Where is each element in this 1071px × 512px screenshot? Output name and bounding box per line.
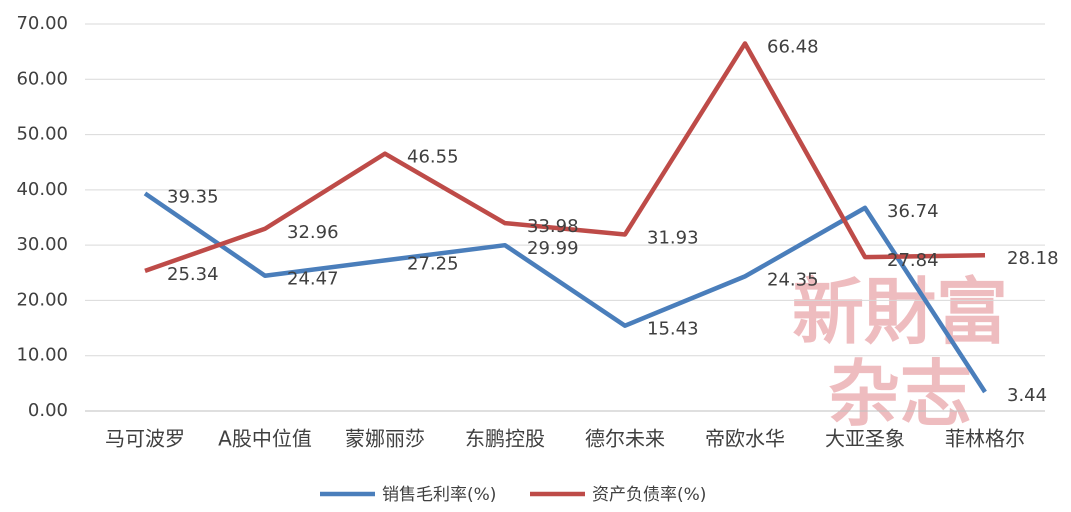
data-label: 33.98 xyxy=(527,216,579,237)
data-label: 25.34 xyxy=(167,264,219,285)
legend-label: 资产负债率(%) xyxy=(592,485,706,505)
data-label: 46.55 xyxy=(407,147,459,168)
watermark: 新財富 xyxy=(792,269,1008,354)
y-tick-label: 20.00 xyxy=(16,289,68,310)
data-label: 27.84 xyxy=(887,250,939,271)
legend-label: 销售毛利率(%) xyxy=(382,485,496,505)
data-label: 32.96 xyxy=(287,222,339,243)
y-tick-label: 60.00 xyxy=(16,68,68,89)
x-tick-label: 蒙娜丽莎 xyxy=(345,427,425,451)
y-tick-label: 70.00 xyxy=(16,13,68,34)
x-tick-label: 帝欧水华 xyxy=(705,427,785,451)
y-tick-label: 40.00 xyxy=(16,179,68,200)
line xyxy=(144,41,986,274)
data-label: 28.18 xyxy=(1007,248,1059,269)
watermark: 杂志 xyxy=(828,351,972,436)
x-tick-label: A股中位值 xyxy=(218,427,312,451)
data-label: 3.44 xyxy=(1007,385,1047,406)
data-label: 31.93 xyxy=(647,227,699,248)
data-label: 39.35 xyxy=(167,186,219,207)
x-tick-label: 马可波罗 xyxy=(105,427,185,451)
y-tick-label: 30.00 xyxy=(16,234,68,255)
data-label: 15.43 xyxy=(647,319,699,340)
data-label: 36.74 xyxy=(887,201,939,222)
x-tick-label: 东鹏控股 xyxy=(465,427,545,451)
data-label: 29.99 xyxy=(527,238,579,259)
y-tick-label: 10.00 xyxy=(16,345,68,366)
y-tick-label: 50.00 xyxy=(16,124,68,145)
data-label: 27.25 xyxy=(407,253,459,274)
x-tick-label: 菲林格尔 xyxy=(945,427,1025,451)
x-tick-label: 德尔未来 xyxy=(585,427,665,451)
x-tick-label: 大亚圣象 xyxy=(825,427,905,451)
data-label: 66.48 xyxy=(767,36,819,57)
data-label: 24.47 xyxy=(287,269,339,290)
data-label: 24.35 xyxy=(767,269,819,290)
y-tick-label: 0.00 xyxy=(28,400,68,421)
